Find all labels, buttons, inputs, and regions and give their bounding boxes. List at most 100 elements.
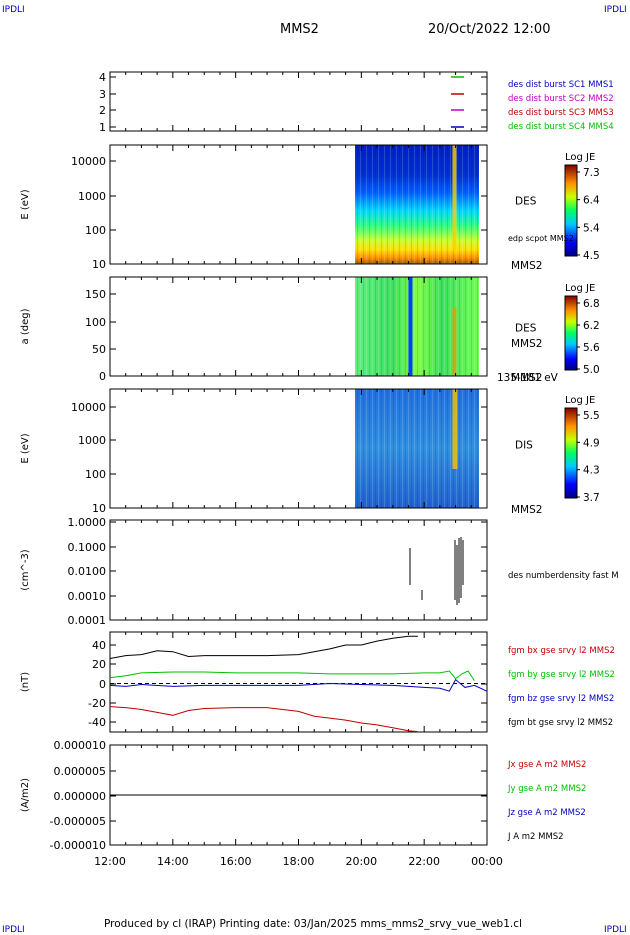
colorbar-tick-label: 4.9 [583, 437, 600, 449]
spacecraft-label: MMS2 [511, 372, 542, 384]
y-tick-label: 100 [85, 468, 106, 481]
y-tick-label: 1.0000 [68, 516, 107, 529]
y-tick-label: 1 [99, 121, 106, 134]
colorbar-tick-label: 6.2 [583, 320, 600, 332]
panel-frame [109, 71, 488, 132]
legend-entry: J A m2 MMS2 [507, 832, 564, 842]
spacecraft-title: MMS2 [280, 22, 319, 37]
bfield-series [109, 706, 418, 733]
colorbar-title: Log JE [565, 283, 595, 294]
legend-entry: Jx gse A m2 MMS2 [507, 760, 586, 770]
y-tick-label: 1000 [78, 434, 106, 447]
y-axis-label: (cm^-3) [20, 549, 31, 590]
y-tick-label: -0.000010 [50, 839, 106, 852]
legend-entry: fgm by gse srvy l2 MMS2 [508, 670, 615, 680]
x-tick-label: 18:00 [283, 855, 315, 868]
corner-tag-top-left: IPDLI [2, 5, 25, 15]
colorbar-tick-label: 4.3 [583, 465, 600, 477]
instrument-label: DIS [515, 440, 533, 452]
y-tick-label: 10000 [71, 155, 106, 168]
legend-entry: fgm bt gse srvy l2 MMS2 [508, 718, 613, 728]
y-tick-label: 4 [99, 71, 106, 84]
des-pitch-dropout [408, 277, 413, 376]
y-tick-label: 100 [85, 224, 106, 237]
des-energy-burst-streak [452, 145, 457, 250]
legend-entry: des dist burst SC1 MMS1 [508, 80, 614, 90]
y-tick-label: 0 [99, 370, 106, 383]
y-tick-label: 0 [99, 678, 106, 691]
x-tick-label: 12:00 [94, 855, 126, 868]
y-tick-label: 100 [85, 316, 106, 329]
colorbar [564, 295, 578, 371]
legend-entry: des numberdensity fast M [508, 571, 619, 581]
colorbar-tick-label: 5.4 [583, 222, 600, 234]
y-tick-label: 0.0010 [68, 590, 107, 603]
colorbar-tick-label: 5.6 [583, 342, 600, 354]
y-tick-label: -0.000005 [50, 815, 106, 828]
y-tick-label: 20 [92, 658, 106, 671]
dis-energy-burst [452, 389, 458, 469]
y-tick-label: 0.000000 [54, 790, 107, 803]
y-tick-label: 50 [92, 343, 106, 356]
instrument-label: DES [515, 323, 537, 335]
legend-entry: fgm bz gse srvy l2 MMS2 [508, 694, 614, 704]
x-tick-label: 16:00 [220, 855, 252, 868]
des-pitch-burst [452, 307, 457, 376]
instrument-label: DES [515, 196, 537, 208]
y-axis-label: E (eV) [20, 189, 31, 219]
y-axis-label: E (eV) [20, 433, 31, 463]
colorbar-tick-label: 7.3 [583, 167, 600, 179]
y-axis-label: (A/m2) [20, 778, 31, 812]
bfield-series [109, 670, 475, 681]
legend-entry: Jz gse A m2 MMS2 [507, 808, 586, 818]
y-tick-label: 0.1000 [68, 541, 107, 554]
panel-frame [109, 519, 488, 621]
y-tick-label: 40 [92, 639, 106, 652]
x-tick-label: 20:00 [345, 855, 377, 868]
y-tick-label: 0.0001 [68, 614, 107, 627]
spacecraft-label: MMS2 [511, 260, 542, 272]
colorbar-title: Log JE [565, 395, 595, 406]
y-tick-label: 2 [99, 104, 106, 117]
y-axis-label: (nT) [20, 672, 31, 692]
colorbar-tick-label: 3.7 [583, 492, 600, 504]
bfield-series [109, 635, 418, 659]
colorbar [564, 407, 578, 499]
y-tick-label: 10000 [71, 401, 106, 414]
x-tick-label: 00:00 [471, 855, 503, 868]
legend-entry: Jy gse A m2 MMS2 [507, 784, 586, 794]
y-tick-label: 0.000010 [54, 739, 107, 752]
footer-credits: Produced by cl (IRAP) Printing date: 03/… [104, 918, 522, 930]
x-tick-label: 22:00 [408, 855, 440, 868]
legend-entry: fgm bx gse srvy l2 MMS2 [508, 646, 615, 656]
colorbar-tick-label: 4.5 [583, 250, 600, 262]
y-tick-label: 1000 [78, 190, 106, 203]
y-tick-label: 0.000005 [54, 765, 107, 778]
energy-band-label: 135-181 eV [497, 372, 559, 384]
y-tick-label: 10 [92, 502, 106, 515]
y-tick-label: -40 [88, 716, 106, 729]
bfield-series [109, 678, 488, 692]
y-tick-label: 3 [99, 88, 106, 101]
colorbar-tick-label: 5.5 [583, 410, 600, 422]
colorbar-tick-label: 5.0 [583, 364, 600, 376]
dis-energy-texture [355, 389, 479, 508]
corner-tag-bottom-right: IPDLI [604, 925, 627, 935]
des-energy-texture [355, 145, 479, 264]
legend-entry: des dist burst SC2 MMS2 [508, 94, 614, 104]
colorbar-tick-label: 6.4 [583, 195, 600, 207]
spacecraft-label-pa: MMS2 [511, 338, 542, 350]
colorbar-tick-label: 6.8 [583, 298, 600, 310]
legend-entry: des dist burst SC3 MMS3 [508, 108, 614, 118]
panel-frame [109, 631, 488, 733]
colorbar-title: Log JE [565, 152, 595, 163]
y-tick-label: 150 [85, 288, 106, 301]
des-pitch-texture [355, 277, 479, 376]
corner-tag-bottom-left: IPDLI [2, 925, 25, 935]
overlay-label: edp scpot MMS2 [508, 234, 574, 243]
datetime-title: 20/Oct/2022 12:00 [428, 22, 551, 37]
colorbar [564, 164, 578, 257]
y-tick-label: 0.0100 [68, 565, 107, 578]
spacecraft-label: MMS2 [511, 504, 542, 516]
